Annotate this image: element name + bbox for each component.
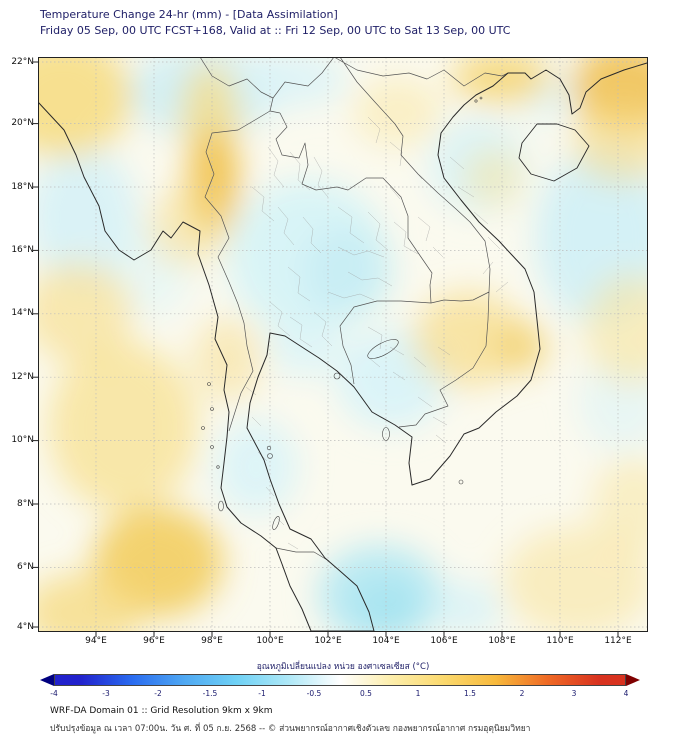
y-axis-tick-label: 16°N — [11, 244, 34, 255]
country-borders — [199, 57, 509, 562]
islands-and-lakes — [201, 96, 483, 530]
colorbar-tick-label: 1 — [415, 689, 421, 698]
y-axis-tick-label: 12°N — [11, 371, 34, 382]
x-axis-tick-label: 104°E — [372, 636, 400, 646]
x-axis-tick-label: 94°E — [85, 636, 107, 646]
colorbar-left-arrow — [40, 674, 54, 686]
y-axis-tick-label: 8°N — [17, 498, 34, 509]
temperature-anomaly-shading — [38, 57, 648, 632]
colorbar-label: อุณหภูมิเปลี่ยนแปลง หน่วย องศาเซลเซียส (… — [256, 662, 430, 672]
y-axis-tick-label: 20°N — [11, 118, 34, 129]
colorbar-tick-label: 3 — [571, 689, 577, 698]
y-axis-tick-label: 4°N — [17, 621, 34, 632]
x-axis-tick-label: 102°E — [314, 636, 342, 646]
axis-tick-marks — [33, 61, 619, 637]
map-subtitle: Friday 05 Sep, 00 UTC FCST+168, Valid at… — [40, 24, 511, 37]
map-title: Temperature Change 24-hr (mm) - [Data As… — [40, 8, 338, 21]
footer-update-info: ปรับปรุงข้อมูล ณ เวลา 07:00น. วัน ศ. ที่… — [50, 724, 531, 734]
colorbar-tick-label: 1.5 — [464, 689, 476, 698]
colorbar-tick-label: 4 — [623, 689, 629, 698]
title-block: Temperature Change 24-hr (mm) - [Data As… — [40, 7, 510, 39]
x-axis-tick-label: 112°E — [604, 636, 632, 646]
map-canvas — [33, 57, 648, 637]
footer-domain-info: WRF-DA Domain 01 :: Grid Resolution 9km … — [50, 706, 273, 716]
map-frame — [38, 57, 648, 632]
y-axis-tick-label: 22°N — [11, 56, 34, 67]
x-axis-tick-label: 110°E — [546, 636, 574, 646]
hainan-island — [518, 123, 590, 182]
colorbar — [40, 674, 640, 686]
x-axis-tick-label: 96°E — [143, 636, 165, 646]
colorbar-tick-label: 0.5 — [360, 689, 372, 698]
y-axis-tick-label: 18°N — [11, 181, 34, 192]
map-area — [33, 57, 648, 637]
x-axis-tick-label: 98°E — [201, 636, 223, 646]
colorbar-tick-label: -1.5 — [202, 689, 218, 698]
y-axis-tick-label: 10°N — [11, 435, 34, 446]
colorbar-tick-label: -1 — [258, 689, 266, 698]
colorbar-tick-labels: -4 -3 -2 -1.5 -1 -0.5 0.5 1 1.5 2 3 4 — [0, 689, 676, 699]
colorbar-tick-label: -2 — [154, 689, 162, 698]
coastline — [38, 62, 648, 632]
x-axis-tick-label: 100°E — [256, 636, 284, 646]
tonle-sap-lake — [367, 339, 399, 359]
colorbar-tick-label: 2 — [519, 689, 525, 698]
colorbar-tick-label: -0.5 — [306, 689, 322, 698]
colorbar-tick-label: -3 — [102, 689, 110, 698]
colorbar-gradient — [54, 674, 626, 686]
colorbar-tick-label: -4 — [50, 689, 58, 698]
y-axis-tick-label: 14°N — [11, 308, 34, 319]
x-axis-tick-label: 108°E — [488, 636, 516, 646]
y-axis-tick-label: 6°N — [17, 561, 34, 572]
province-boundaries — [245, 116, 509, 550]
x-axis-tick-label: 106°E — [430, 636, 458, 646]
colorbar-right-arrow — [626, 674, 640, 686]
